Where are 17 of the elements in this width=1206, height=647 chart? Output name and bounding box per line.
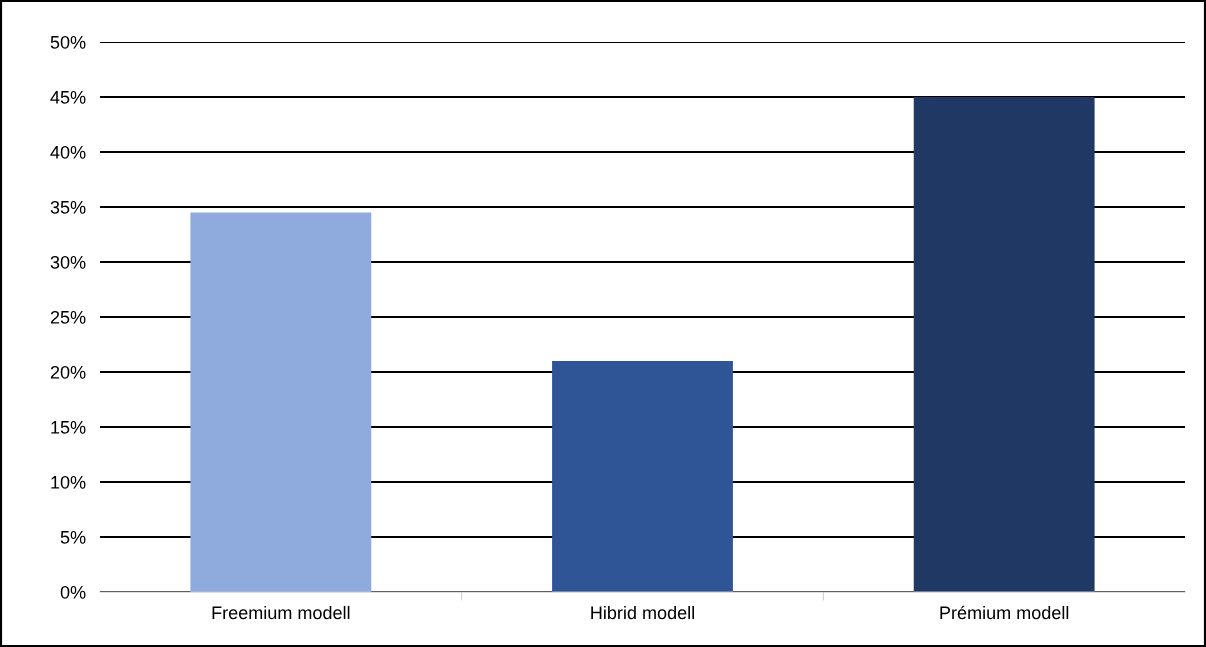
y-tick-label: 30% [50, 255, 86, 269]
bar [552, 361, 733, 592]
y-tick-label: 15% [51, 421, 86, 434]
bar [913, 97, 1095, 592]
y-tick-label: 25% [50, 310, 86, 324]
x-tick-label: Freemium modell [212, 605, 350, 620]
y-tick-label: 40% [50, 145, 86, 159]
x-tick-label: Hibrid modell [591, 605, 694, 620]
y-tick-label: 5% [60, 531, 86, 544]
y-tick-label: 20% [50, 365, 86, 379]
y-tick-label: 35% [50, 200, 86, 214]
y-tick-label: 45% [50, 91, 86, 104]
bar [190, 212, 372, 592]
y-tick-label: 0% [60, 585, 86, 599]
x-tick-label: Prémium modell [940, 605, 1069, 620]
y-tick-label: 10% [51, 475, 86, 489]
y-tick-label: 50% [50, 35, 86, 49]
